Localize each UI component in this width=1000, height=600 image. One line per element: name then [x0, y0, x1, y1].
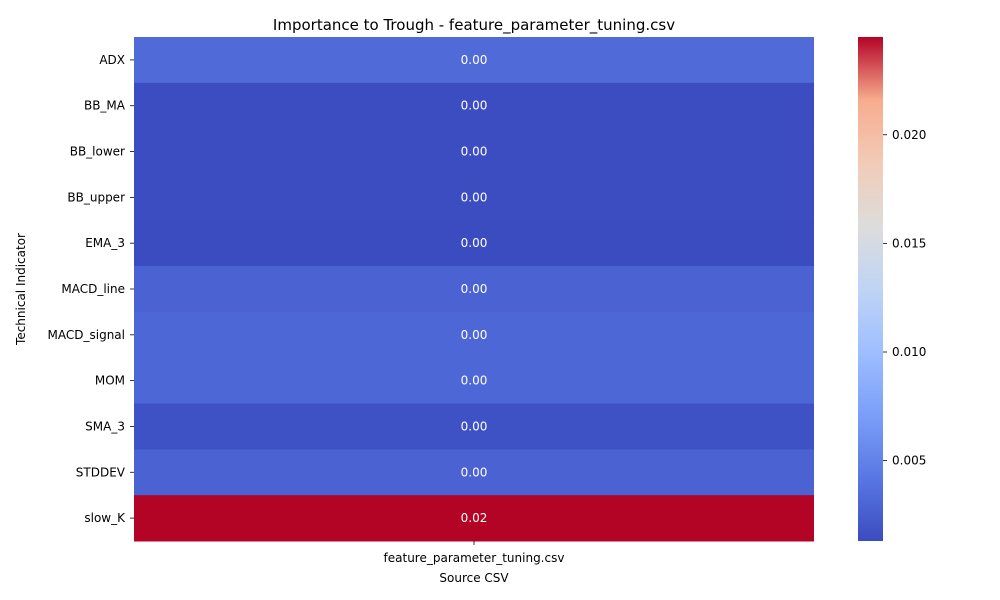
- y-tick-label: BB_upper: [67, 190, 125, 204]
- colorbar: [858, 37, 883, 541]
- y-tick-label: ADX: [99, 53, 125, 67]
- y-tick-label: BB_MA: [84, 99, 126, 113]
- colorbar-tick-label: 0.020: [892, 128, 926, 142]
- y-tick-label: MACD_signal: [48, 328, 125, 342]
- heatmap-cell-MACD_line: [134, 266, 814, 313]
- heatmap-cell-BB_MA: [134, 82, 814, 130]
- colorbar-tick-label: 0.005: [892, 454, 926, 468]
- heatmap-cell-MOM: [134, 357, 814, 405]
- y-axis-ticks: ADX BB_MA BB_lower BB_upper EMA_3 MACD_line MA…: [48, 53, 134, 525]
- cell-value-label: 0.00: [461, 328, 488, 342]
- cell-value-label: 0.00: [461, 190, 488, 204]
- x-tick-label: feature_parameter_tuning.csv: [384, 551, 565, 565]
- heatmap-cells: [134, 37, 814, 542]
- heatmap-cell-labels: 0.00 0.00 0.00 0.00 0.00 0.00 0.00 0.00 0.00 0.00…: [461, 53, 488, 525]
- heatmap-cell-BB_upper: [134, 174, 814, 221]
- colorbar-tick-label: 0.015: [892, 236, 926, 250]
- cell-value-label: 0.00: [461, 53, 488, 67]
- cell-value-label: 0.00: [461, 145, 488, 159]
- colorbar-tick-label: 0.010: [892, 345, 926, 359]
- y-tick-label: EMA_3: [85, 236, 125, 250]
- y-tick-label: MOM: [95, 374, 125, 388]
- cell-value-label: 0.00: [461, 99, 488, 113]
- heatmap-cell-STDDEV: [134, 449, 814, 496]
- chart-title: Importance to Trough - feature_parameter…: [273, 16, 675, 35]
- y-tick-label: BB_lower: [70, 145, 125, 159]
- y-axis-label: Technical Indicator: [14, 233, 28, 346]
- y-tick-label: SMA_3: [85, 419, 125, 433]
- x-axis-ticks: feature_parameter_tuning.csv: [384, 541, 565, 565]
- cell-value-label: 0.02: [461, 511, 488, 525]
- cell-value-label: 0.00: [461, 374, 488, 388]
- colorbar-ticks: 0.005 0.010 0.015 0.020: [883, 128, 926, 468]
- heatmap-cell-MACD_signal: [134, 311, 814, 359]
- cell-value-label: 0.00: [461, 236, 488, 250]
- cell-value-label: 0.00: [461, 282, 488, 296]
- heatmap-cell-BB_lower: [134, 128, 814, 175]
- y-tick-label: slow_K: [84, 511, 126, 525]
- cell-value-label: 0.00: [461, 465, 488, 479]
- x-axis-label: Source CSV: [439, 571, 509, 585]
- y-tick-label: STDDEV: [76, 465, 126, 479]
- heatmap-cell-ADX: [134, 37, 814, 84]
- y-tick-label: MACD_line: [61, 282, 125, 296]
- heatmap-cell-EMA_3: [134, 220, 814, 267]
- cell-value-label: 0.00: [461, 419, 488, 433]
- heatmap-cell-SMA_3: [134, 403, 814, 450]
- heatmap-cell-slow_K: [134, 495, 814, 542]
